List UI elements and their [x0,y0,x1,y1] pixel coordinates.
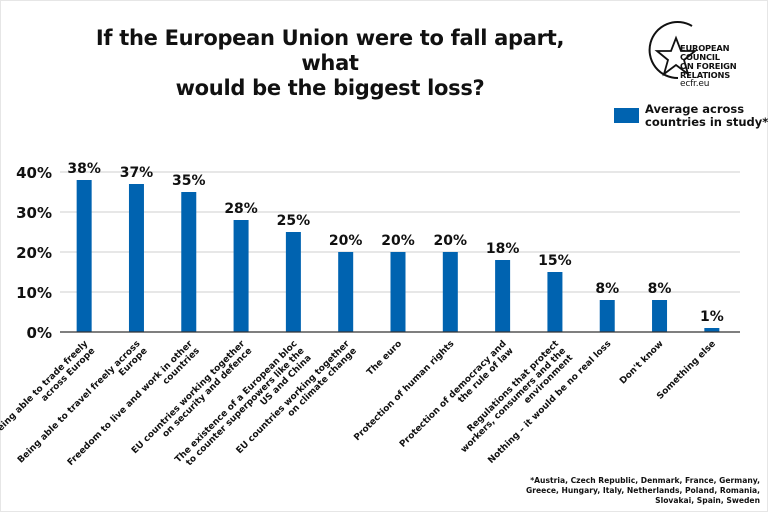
data-label: 8% [595,281,619,297]
bar [76,180,92,332]
x-tick-label: Something else [655,339,718,402]
x-tick-label: Don't know [618,339,665,386]
data-label: 20% [381,233,415,249]
y-tick-label: 20% [16,244,52,262]
data-label: 20% [434,233,468,249]
bar [652,300,668,332]
bar [442,252,458,332]
y-tick-label: 40% [16,164,52,182]
data-label: 8% [648,281,672,297]
data-label: 28% [224,201,258,217]
legend-swatch [614,108,639,123]
logo-line-2: COUNCIL [680,52,720,62]
legend-label: Average across countries in study* [645,102,768,129]
footnote-line-1: *Austria, Czech Republic, Denmark, Franc… [530,476,760,485]
bar [181,192,197,332]
ecfr-logo-icon [648,21,698,80]
bar [128,184,144,332]
data-label: 35% [172,173,206,189]
footnote-line-3: Slovakai, Spain, Sweden [655,496,760,505]
bar [233,220,249,332]
bar [390,252,406,332]
bar [495,260,511,332]
x-category-label: Something else [655,339,718,402]
x-category-label: The euro [365,339,404,378]
footnote: *Austria, Czech Republic, Denmark, Franc… [460,476,760,506]
y-tick-label: 30% [16,204,52,222]
logo-line-1: EUROPEAN [680,43,730,53]
bar [599,300,615,332]
logo-line-3: ON FOREIGN [680,61,737,71]
x-category-label: Protection of human rights [352,339,456,443]
x-category-label: Don't know [618,339,665,386]
logo-url: ecfr.eu [680,79,710,89]
bar [704,328,720,332]
data-label: 18% [486,241,520,257]
y-tick-label: 0% [27,324,52,342]
legend: Average across countries in study* [614,103,768,129]
ecfr-logo-text: EUROPEAN COUNCIL ON FOREIGN RELATIONS ec… [680,44,737,89]
bar [547,272,563,332]
x-tick-label: Protection of democracy and [398,339,509,450]
data-label: 37% [120,165,154,181]
y-tick-label: 10% [16,284,52,302]
x-tick-label: The euro [365,339,404,378]
data-label: 25% [277,213,311,229]
title-line-2: would be the biggest loss? [175,76,485,100]
chart-title: If the European Union were to fall apart… [70,26,590,101]
bar [338,252,354,332]
data-label: 15% [538,253,572,269]
data-label: 1% [700,309,724,325]
footnote-line-2: Greece, Hungary, Italy, Netherlands, Pol… [526,486,760,495]
data-label: 38% [67,161,101,177]
data-label: 20% [329,233,363,249]
bar [285,232,301,332]
x-tick-label: Being able to trade freely [0,339,90,438]
x-tick-label: Protection of human rights [352,339,456,443]
logo-line-4: RELATIONS [680,70,731,80]
title-line-1: If the European Union were to fall apart… [95,26,565,75]
